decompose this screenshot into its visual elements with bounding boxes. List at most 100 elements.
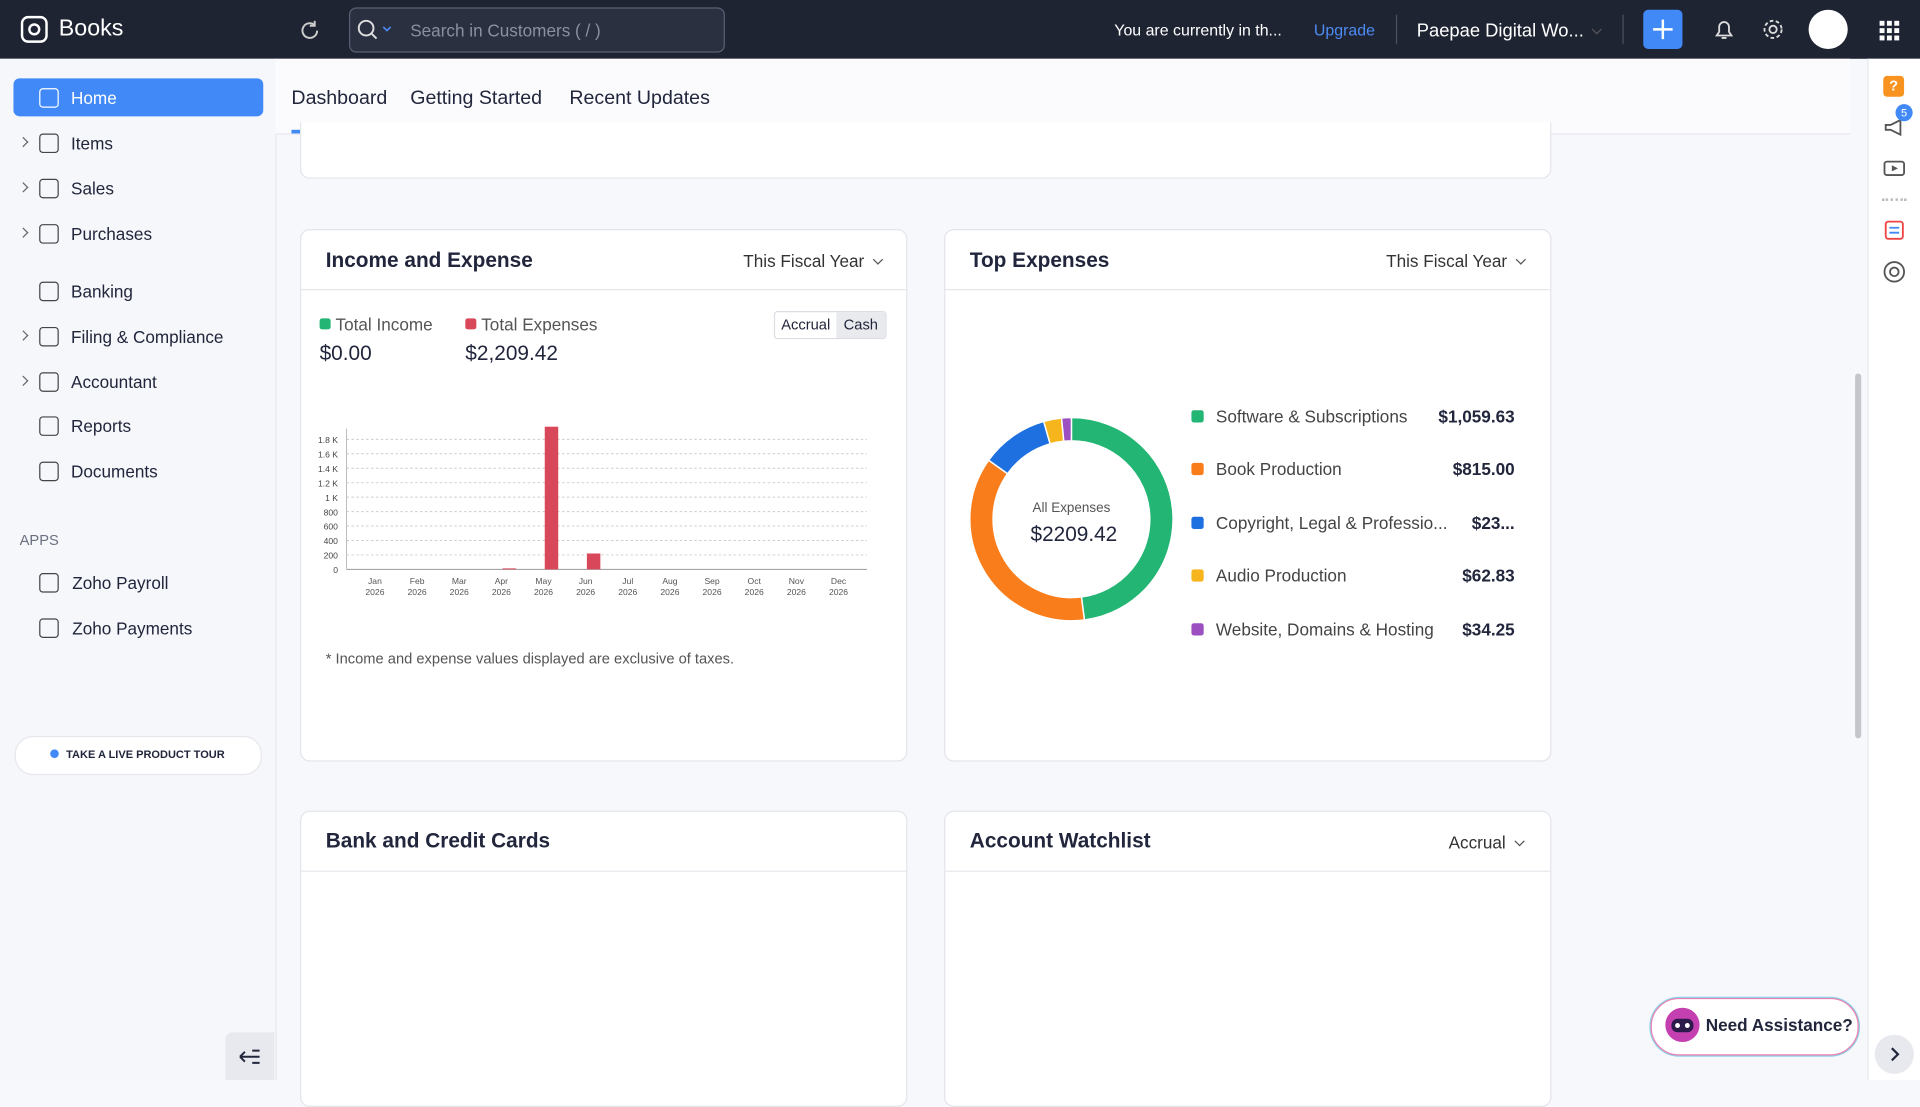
search-icon[interactable] xyxy=(356,18,398,40)
footnote: * Income and expense values displayed ar… xyxy=(325,650,735,668)
nav-icon xyxy=(39,326,59,347)
search-box[interactable] xyxy=(348,7,725,53)
legend-swatch xyxy=(1191,569,1204,582)
y-tick-label: 0 xyxy=(333,565,338,575)
previous-card xyxy=(300,122,1552,179)
org-switcher[interactable]: Paepae Digital Wo... xyxy=(1417,21,1601,42)
bar xyxy=(502,568,517,570)
nav-icon xyxy=(39,618,59,638)
assistant-icon xyxy=(1665,1007,1700,1043)
announcements-icon[interactable] xyxy=(1882,115,1906,139)
legend-value: $34.25 xyxy=(1462,619,1515,639)
x-tick-label: Jul 2026 xyxy=(618,577,638,598)
y-tick-label: 200 xyxy=(324,551,339,561)
legend-value: $1,059.63 xyxy=(1438,406,1515,427)
app-item[interactable]: Zoho Payroll xyxy=(72,573,169,593)
legend-total: $0.00 xyxy=(319,341,372,365)
nav-item[interactable]: Accountant xyxy=(71,372,157,392)
nav-item[interactable]: Reports xyxy=(71,416,132,436)
nav-icon xyxy=(39,88,59,108)
tab[interactable]: Recent Updates xyxy=(569,88,710,109)
x-tick-label: Jan 2026 xyxy=(365,577,385,598)
page: Books Dashboard { "header": {"app_name":… xyxy=(0,0,1920,1080)
top-expenses-card xyxy=(944,228,1552,762)
tab[interactable]: Getting Started xyxy=(410,88,542,109)
legend-swatch xyxy=(1191,622,1204,636)
x-tick-label: Jun 2026 xyxy=(576,577,596,598)
help-icon[interactable]: ? xyxy=(1883,75,1905,97)
period-filter[interactable]: This Fiscal Year xyxy=(743,251,881,271)
donut-slice xyxy=(987,420,1051,475)
x-tick-label: Oct 2026 xyxy=(744,577,764,598)
watchlist-card xyxy=(944,810,1552,1107)
bar xyxy=(544,426,559,570)
screen: Books Search in Customers ( / ) You are … xyxy=(0,0,1920,1080)
y-tick-label: 600 xyxy=(324,522,339,532)
expand-button[interactable] xyxy=(1874,1034,1914,1074)
toggle-option[interactable]: Accrual xyxy=(781,315,831,334)
x-tick-label: Sep 2026 xyxy=(702,577,722,598)
nav-item[interactable]: Items xyxy=(71,133,113,154)
card-title: Income and Expense xyxy=(325,248,533,272)
x-tick-label: Nov 2026 xyxy=(786,577,806,598)
upgrade-link[interactable]: Upgrade xyxy=(1313,20,1375,40)
legend-value: $23... xyxy=(1471,512,1515,533)
x-tick-label: Aug 2026 xyxy=(660,577,680,598)
app-item[interactable]: Zoho Payments xyxy=(72,618,193,638)
period-filter[interactable]: This Fiscal Year xyxy=(1386,251,1524,271)
basis-filter[interactable]: Accrual xyxy=(1449,833,1523,853)
refresh-icon[interactable] xyxy=(298,18,322,42)
donut-slice xyxy=(1070,416,1174,621)
card-title: Top Expenses xyxy=(969,248,1110,272)
y-tick-label: 800 xyxy=(324,507,339,517)
app-icon[interactable] xyxy=(1882,218,1906,242)
nav-item[interactable]: Home xyxy=(71,88,117,108)
assistant-label[interactable]: Need Assistance? xyxy=(1705,1015,1853,1035)
card-divider xyxy=(301,288,907,291)
logo-icon xyxy=(20,15,48,43)
card-divider xyxy=(301,870,907,872)
legend-label: Copyright, Legal & Professio... xyxy=(1215,512,1448,533)
nav-icon xyxy=(39,461,59,482)
active-nav-background xyxy=(13,78,264,117)
body: Books Search in Customers ( / ) You are … xyxy=(0,0,1920,1080)
search-placeholder: Search in Customers ( / ) xyxy=(410,20,601,41)
y-tick-label: 1 K xyxy=(325,493,338,503)
legend-swatch xyxy=(465,318,477,330)
y-tick-label: 1.4 K xyxy=(318,464,338,474)
x-tick-label: Dec 2026 xyxy=(828,577,849,598)
tab[interactable]: Dashboard xyxy=(291,88,388,109)
legend-label: Total Expenses xyxy=(481,314,598,335)
avatar[interactable] xyxy=(1808,9,1848,49)
legend-label: Total Income xyxy=(335,314,433,335)
nav-icon xyxy=(39,573,59,593)
y-tick-label: 1.6 K xyxy=(318,449,338,459)
support-icon[interactable] xyxy=(1882,260,1906,284)
rail-separator xyxy=(1882,198,1907,201)
notifications-icon[interactable] xyxy=(1712,17,1736,41)
app-name[interactable]: Books xyxy=(58,15,124,42)
bar xyxy=(586,553,601,570)
nav-item[interactable]: Sales xyxy=(71,178,114,199)
settings-icon[interactable] xyxy=(1761,17,1785,41)
nav-item[interactable]: Filing & Compliance xyxy=(71,326,224,347)
tour-label[interactable]: TAKE A LIVE PRODUCT TOUR xyxy=(66,748,225,761)
card-divider xyxy=(945,870,1551,872)
notification-badge: 5 xyxy=(1895,104,1913,122)
apps-grid-icon[interactable] xyxy=(1878,20,1900,42)
legend-label: Book Production xyxy=(1215,459,1342,480)
nav-item[interactable]: Banking xyxy=(71,281,133,302)
nav-item[interactable]: Purchases xyxy=(71,224,153,244)
nav-icon xyxy=(39,416,59,436)
x-tick-label: Apr 2026 xyxy=(491,577,511,598)
toggle-option[interactable]: Cash xyxy=(843,315,878,334)
video-icon[interactable] xyxy=(1882,158,1906,182)
legend-swatch xyxy=(319,318,331,330)
scrollbar-thumb[interactable] xyxy=(1855,373,1862,739)
nav-item[interactable]: Documents xyxy=(71,461,158,482)
collapse-button[interactable] xyxy=(225,1032,275,1080)
trial-notice: You are currently in th... xyxy=(1114,20,1282,40)
quick-create-button[interactable] xyxy=(1643,9,1683,49)
bank-card xyxy=(300,810,908,1107)
legend-value: $815.00 xyxy=(1452,459,1515,480)
